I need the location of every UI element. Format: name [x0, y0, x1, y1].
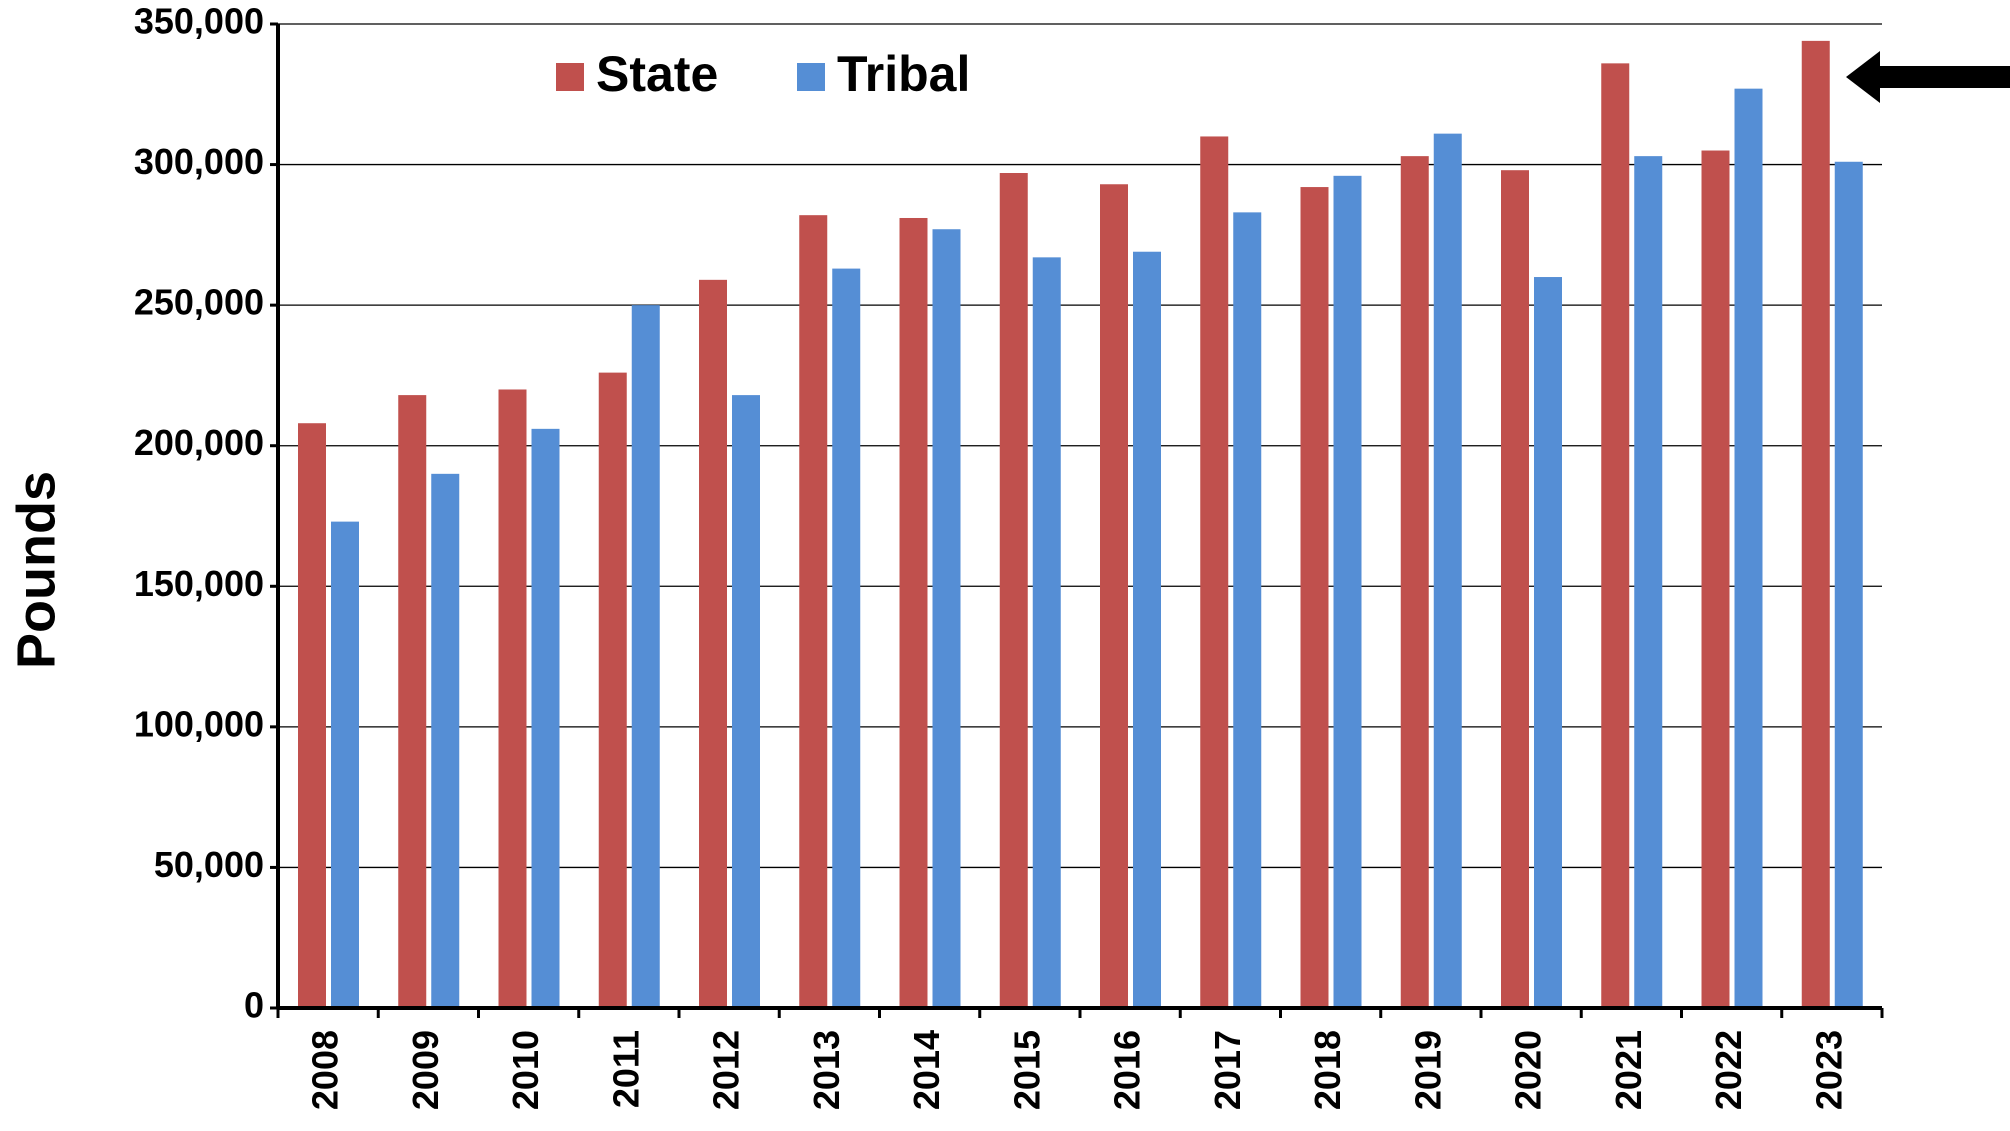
bar: [1601, 63, 1630, 1009]
bar: [598, 372, 627, 1008]
bar: [498, 389, 527, 1008]
bar: [799, 215, 828, 1009]
bar: [1734, 88, 1763, 1009]
bar: [1200, 136, 1229, 1008]
bar: [1834, 161, 1863, 1008]
bar: [331, 521, 359, 1008]
bar: [932, 229, 961, 1009]
legend-label: Tribal: [837, 46, 970, 102]
x-tick-label: 2018: [1307, 1030, 1348, 1110]
bar: [1400, 156, 1429, 1008]
y-tick-label: 300,000: [134, 141, 264, 182]
bar: [1634, 156, 1663, 1008]
bar: [1100, 184, 1128, 1008]
x-tick-label: 2013: [806, 1030, 847, 1110]
y-tick-label: 350,000: [134, 1, 264, 42]
bar: [531, 428, 560, 1008]
arrow: [1846, 51, 2010, 103]
bar: [832, 268, 861, 1008]
bar: [1801, 40, 1830, 1008]
bar: [1300, 187, 1329, 1008]
bar: [1032, 257, 1061, 1008]
y-tick-label: 50,000: [154, 844, 264, 885]
bar: [899, 217, 928, 1008]
x-tick-label: 2017: [1207, 1030, 1248, 1110]
bar: [699, 279, 727, 1009]
bar: [298, 423, 326, 1008]
x-tick-label: 2014: [906, 1030, 947, 1110]
x-tick-label: 2010: [505, 1030, 546, 1110]
legend-swatch: [797, 63, 825, 91]
x-tick-label: 2012: [706, 1030, 747, 1110]
legend-label: State: [596, 46, 718, 102]
bar: [631, 305, 660, 1009]
x-tick-label: 2021: [1608, 1030, 1649, 1110]
bar: [1534, 277, 1562, 1008]
bar: [1133, 251, 1161, 1008]
x-tick-label: 2015: [1006, 1030, 1047, 1110]
bar: [999, 173, 1028, 1008]
bar: [398, 395, 427, 1008]
x-tick-label: 2008: [305, 1030, 346, 1110]
y-tick-label: 0: [244, 985, 264, 1026]
y-tick-label: 150,000: [134, 563, 264, 604]
bar: [1701, 150, 1730, 1008]
bar: [1501, 170, 1529, 1009]
bar: [431, 473, 460, 1008]
x-tick-label: 2009: [405, 1030, 446, 1110]
y-tick-label: 200,000: [134, 422, 264, 463]
bar: [732, 395, 760, 1008]
bar: [1333, 175, 1362, 1008]
x-tick-label: 2020: [1508, 1030, 1549, 1110]
x-tick-label: 2022: [1708, 1030, 1749, 1110]
x-tick-label: 2016: [1107, 1030, 1148, 1110]
y-tick-label: 250,000: [134, 282, 264, 323]
bar: [1233, 212, 1262, 1008]
x-tick-label: 2023: [1808, 1030, 1849, 1110]
legend-swatch: [556, 63, 584, 91]
y-tick-label: 100,000: [134, 703, 264, 744]
x-tick-label: 2011: [605, 1030, 646, 1108]
bar: [1433, 133, 1462, 1008]
y-axis-label: Pounds: [6, 471, 66, 669]
x-tick-label: 2019: [1407, 1030, 1448, 1110]
